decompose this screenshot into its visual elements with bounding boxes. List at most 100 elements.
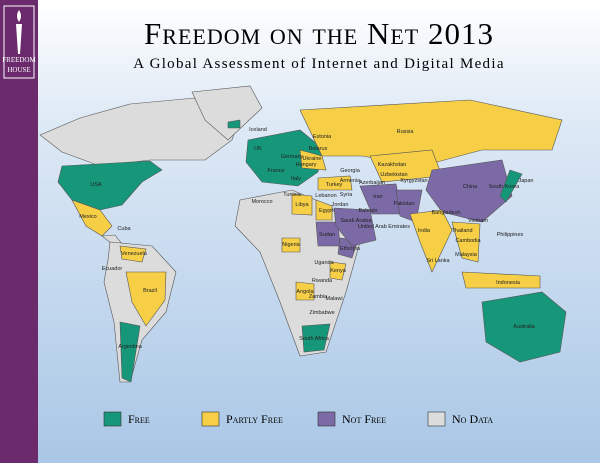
country-label: Georgia [340,168,361,174]
country-label: Zimbabwe [309,310,334,316]
subtitle: A Global Assessment of Internet and Digi… [133,56,505,72]
country-shape [317,175,353,191]
country-label: Pakistan [393,201,414,207]
country-label: South Korea [489,184,521,190]
country-shape [39,97,246,167]
country-shape [333,207,377,247]
country-label: Iran [373,194,382,200]
legend-label: No Data [452,412,493,426]
country-label: Ukraine [303,156,322,162]
legend-label: Partly Free [226,412,283,426]
country-label: Uzbekistan [380,172,407,178]
country-label: Rwanda [312,278,333,284]
country-label: Armenia [340,178,361,184]
country-label: Syria [340,192,353,198]
country-label: Venezuela [121,251,148,257]
country-label: Bangladesh [431,210,460,216]
country-label: France [267,168,284,174]
country-shape [57,160,163,211]
country-label: Mexico [79,214,96,220]
country-label: Vietnam [468,218,488,224]
country-label: Brazil [143,288,157,294]
country-label: Argentina [118,344,142,350]
country-label: India [418,228,431,234]
country-shape [425,159,513,223]
country-label: Hungary [296,162,317,168]
title: Freedom on the Net 2013 [144,16,494,51]
country-shape [299,149,327,171]
country-label: Zambia [309,294,328,300]
country-label: Japan [519,178,534,184]
country-shape [227,119,241,129]
legend-swatch [201,411,220,427]
country-label: Nigeria [282,242,300,248]
country-label: United Arab Emirates [358,224,410,230]
country-label: Sri Lanka [426,258,450,264]
country-shape [281,237,301,253]
country-label: Australia [513,324,535,330]
country-label: Ecuador [102,266,123,272]
country-label: Russia [397,129,415,135]
country-label: Turkey [326,182,343,188]
country-label: Cuba [117,226,131,232]
country-shape [245,129,323,187]
country-label: Jordan [332,202,349,208]
legend-swatch [317,411,336,427]
legend: Free Partly Free Not Free No Data [103,411,493,427]
country-label: Angola [296,289,314,295]
country-label: Iceland [249,127,267,133]
country-label: Sudan [319,232,335,238]
torch-icon [16,10,22,54]
country-label: Malaysia [455,252,478,258]
country-label: Saudi Arabia [340,218,372,224]
country-label: Azerbaijan [359,180,385,186]
country-label: USA [90,182,102,188]
country-labels: Iceland UK Germany France Italy Hungary … [79,127,535,350]
country-label: Ethiopia [340,246,361,252]
legend-swatch [103,411,122,427]
legend-label: Not Free [342,412,386,426]
country-label: Uganda [314,260,334,266]
country-label: Germany [281,154,304,160]
country-label: Morocco [251,199,272,205]
country-shape [119,245,147,263]
logo-text: HOUSE [7,66,30,74]
country-label: Bahrain [359,208,378,214]
country-label: Libya [295,202,309,208]
country-label: Philippines [497,232,524,238]
country-shape [481,291,567,363]
country-label: Tunisia [283,192,301,198]
country-shape [301,323,331,353]
country-label: Egypt [319,208,334,214]
country-shape [461,271,541,289]
country-label: Malawi [325,296,342,302]
country-label: Italy [291,176,301,182]
country-shape [125,271,167,327]
legend-label: Free [128,412,150,426]
country-shape [191,85,263,141]
country-label: South Africa [299,336,330,342]
country-label: Lebanon [315,193,336,199]
country-shape [299,99,563,167]
country-label: Kyrgyzstan [400,178,427,184]
country-label: Kenya [330,268,347,274]
country-shape [295,281,315,301]
country-label: Kazakhstan [378,162,407,168]
logo-text: FREEDOM [2,56,36,64]
country-label: China [463,184,478,190]
country-shape [409,209,453,273]
country-shape [291,193,313,216]
country-label: Belarus [309,146,328,152]
legend-swatch [427,411,446,427]
country-shape [71,199,113,237]
country-label: Thailand [451,228,472,234]
country-shape [329,261,347,281]
country-shape [315,199,333,221]
country-label: UK [254,146,262,152]
country-label: Estonia [313,134,332,140]
country-shape [499,169,523,203]
country-shape [119,321,141,383]
country-label: Indonesia [496,280,521,286]
